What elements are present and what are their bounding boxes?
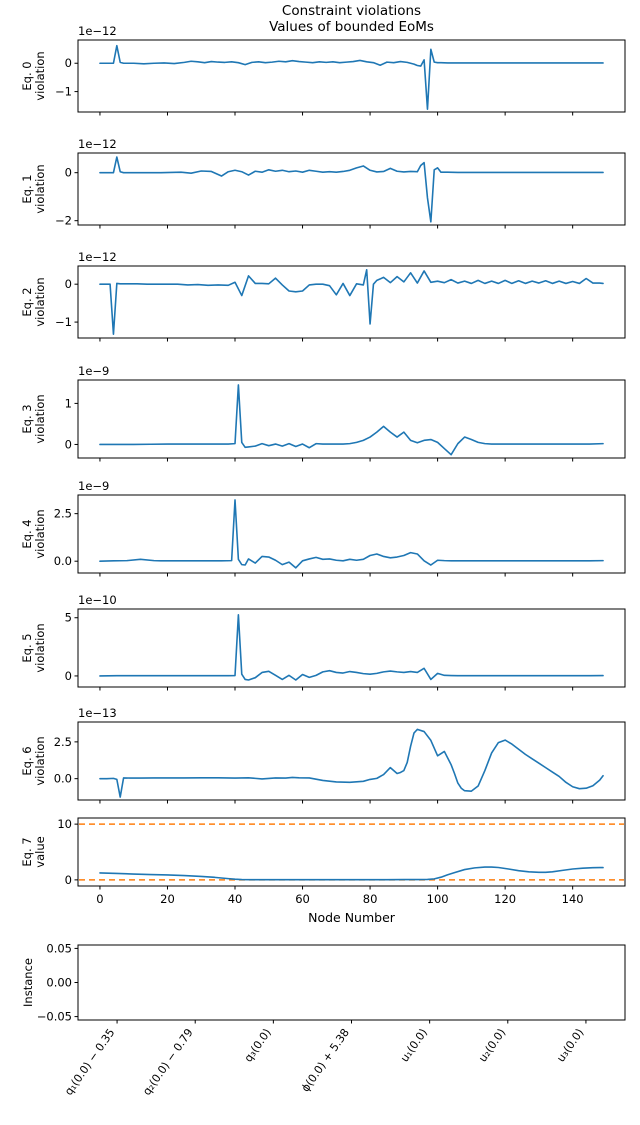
data-line-eq-6 — [99, 728, 604, 798]
xtick-label: 40 — [228, 892, 243, 906]
ylabel-line2: violation — [33, 509, 47, 558]
ylabel-line1: Eq. 7 — [20, 837, 34, 866]
xaxis-label: Node Number — [308, 910, 396, 925]
instance-xtick-label: q₂(0.0) − 0.79 — [140, 1026, 195, 1097]
ytick-label: 5 — [65, 611, 72, 625]
ytick-label: 1 — [65, 396, 72, 410]
panel-eq-6: 0.0 2.5 1e−13 Eq. 6 violation — [20, 706, 626, 804]
instance-xtick-label: q₃(0.0) — [242, 1026, 274, 1064]
axes-frame-eq-6 — [77, 721, 626, 801]
ylabel-line2: violation — [33, 164, 47, 213]
data-line-eq-7 — [99, 866, 604, 881]
ytick-label: 0 — [65, 277, 72, 291]
axis-offset-text: 1e−12 — [78, 250, 117, 264]
ylabel-line1: Eq. 5 — [20, 633, 34, 662]
axis-offset-text: 1e−12 — [78, 137, 117, 151]
data-line-eq-2 — [99, 268, 604, 336]
axes-frame-eq-7 — [77, 817, 626, 887]
ylabel-line2: violation — [33, 394, 47, 443]
instance-xtick-label: ϕ(0.0) + 5.38 — [299, 1026, 352, 1094]
panel-eq-7: 0 20 40 60 80 100 120 140 0 10 Eq. 7 value — [20, 817, 626, 906]
panel-instance: −0.05 0.00 0.05 Instance q₁(0.0) − 0.35 q₂(0.… — [21, 941, 626, 1098]
ytick-label: 10 — [57, 817, 72, 831]
axis-offset-text: 1e−13 — [78, 706, 117, 720]
axis-offset-text: 1e−9 — [78, 364, 109, 378]
ytick-label: −0.05 — [37, 1010, 72, 1024]
ytick-label: 2.5 — [54, 735, 72, 749]
axes-frame-eq-1 — [77, 152, 626, 226]
ylabel-line2: violation — [33, 623, 47, 672]
panel-eq-3: 0 1 1e−9 Eq. 3 violation — [20, 364, 626, 462]
ytick-label: 2.5 — [54, 507, 72, 521]
xtick-label: 100 — [427, 892, 449, 906]
xtick-label: 60 — [295, 892, 310, 906]
ytick-label: 0 — [65, 669, 72, 683]
data-line-eq-0 — [99, 44, 604, 110]
axes-frame-eq-2 — [77, 265, 626, 339]
ytick-label: −2 — [55, 214, 72, 228]
xtick-label: 140 — [562, 892, 584, 906]
ytick-label: 0.0 — [54, 772, 72, 786]
ytick-label: 0 — [65, 56, 72, 70]
ylabel-line2: violation — [33, 51, 47, 100]
figure-title-line1: Constraint violations — [282, 3, 421, 19]
panel-eq-5: 0 5 1e−10 Eq. 5 violation — [20, 593, 626, 691]
ytick-label: −1 — [55, 85, 72, 99]
panel-eq-0: 0 −1 1e−12 Eq. 0 violation — [20, 24, 626, 116]
instance-xtick-label: u₂(0.0) — [476, 1026, 508, 1064]
ytick-label: 0 — [65, 873, 72, 887]
ylabel-line1: Eq. 3 — [20, 404, 34, 433]
panel-eq-1: 0 −2 1e−12 Eq. 1 violation — [20, 137, 626, 229]
ytick-label: 0 — [65, 166, 72, 180]
ylabel-line2: value — [33, 836, 47, 867]
xtick-label: 0 — [96, 892, 103, 906]
ylabel-line1: Eq. 0 — [20, 61, 34, 90]
ylabel-line1: Eq. 6 — [20, 746, 34, 775]
ytick-label: −1 — [55, 315, 72, 329]
xtick-label: 80 — [363, 892, 378, 906]
instance-xtick-label: q₁(0.0) − 0.35 — [62, 1026, 117, 1097]
ylabel-line1: Eq. 4 — [20, 519, 34, 548]
axis-offset-text: 1e−10 — [78, 593, 117, 607]
xtick-label: 20 — [160, 892, 175, 906]
axis-offset-text: 1e−9 — [78, 479, 109, 493]
axis-offset-text: 1e−12 — [78, 24, 117, 38]
axes-frame-instance — [77, 944, 626, 1021]
ytick-label: 0 — [65, 437, 72, 451]
ylabel-line2: violation — [33, 277, 47, 326]
panel-eq-2: 0 −1 1e−12 Eq. 2 violation — [20, 250, 626, 342]
ytick-label: 0.05 — [46, 941, 72, 955]
ylabel-line1: Eq. 2 — [20, 287, 34, 316]
axes-frame-eq-3 — [77, 379, 626, 459]
figure-title-line2: Values of bounded EoMs — [269, 19, 434, 35]
instance-xtick-label: u₃(0.0) — [554, 1026, 586, 1064]
panel-eq-4: 0.0 2.5 1e−9 Eq. 4 violation — [20, 479, 626, 577]
data-line-eq-4 — [99, 499, 604, 569]
ylabel-line2: violation — [33, 736, 47, 785]
data-line-eq-1 — [99, 156, 604, 223]
axes-frame-eq-4 — [77, 494, 626, 574]
data-line-eq-5 — [99, 614, 604, 681]
axes-frame-eq-5 — [77, 608, 626, 688]
instance-ylabel: Instance — [21, 958, 35, 1007]
ytick-label: 0.0 — [54, 554, 72, 568]
ytick-label: 0.00 — [46, 976, 72, 990]
instance-xtick-label: u₁(0.0) — [398, 1026, 430, 1064]
ylabel-line1: Eq. 1 — [20, 174, 34, 203]
axes-frame-eq-0 — [77, 39, 626, 113]
xtick-label: 120 — [494, 892, 516, 906]
data-line-eq-3 — [99, 384, 604, 456]
